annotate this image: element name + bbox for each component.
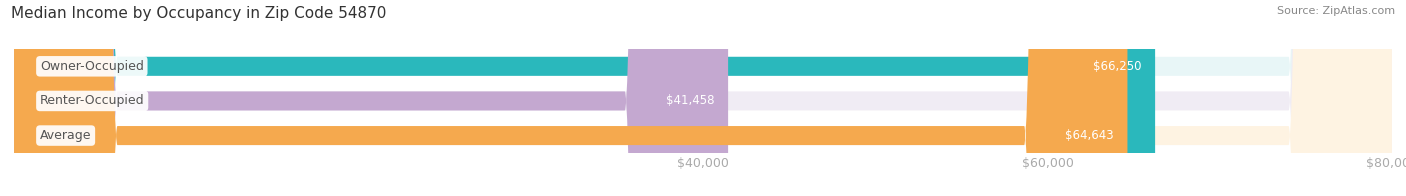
FancyBboxPatch shape (14, 0, 1156, 196)
Text: Source: ZipAtlas.com: Source: ZipAtlas.com (1277, 6, 1395, 16)
FancyBboxPatch shape (14, 0, 1392, 196)
FancyBboxPatch shape (14, 0, 1392, 196)
Text: $66,250: $66,250 (1092, 60, 1142, 73)
Text: Owner-Occupied: Owner-Occupied (39, 60, 143, 73)
Text: $64,643: $64,643 (1064, 129, 1114, 142)
FancyBboxPatch shape (14, 0, 728, 196)
Text: Average: Average (39, 129, 91, 142)
FancyBboxPatch shape (14, 0, 1128, 196)
Text: Median Income by Occupancy in Zip Code 54870: Median Income by Occupancy in Zip Code 5… (11, 6, 387, 21)
Text: $41,458: $41,458 (666, 94, 714, 107)
Text: Renter-Occupied: Renter-Occupied (39, 94, 145, 107)
FancyBboxPatch shape (14, 0, 1392, 196)
